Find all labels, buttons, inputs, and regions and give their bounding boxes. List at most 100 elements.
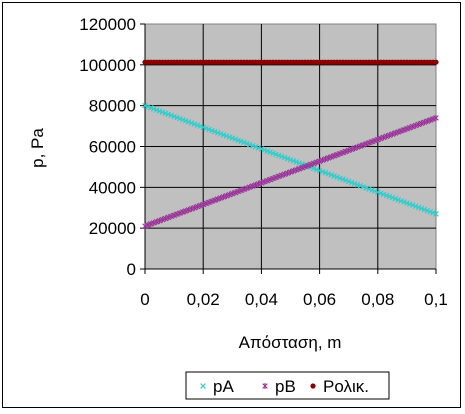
data-point	[340, 149, 346, 156]
data-point	[267, 176, 273, 183]
data-point	[322, 156, 329, 163]
data-point	[345, 147, 352, 154]
data-point	[217, 194, 224, 201]
data-point	[185, 206, 192, 213]
data-point	[418, 120, 425, 127]
legend: pA pB Ρολικ.	[185, 371, 390, 400]
data-point	[380, 134, 387, 141]
data-point	[325, 154, 332, 161]
data-point	[360, 141, 367, 148]
data-point	[430, 115, 436, 122]
y-tick-label: 40000	[89, 178, 136, 197]
data-point	[316, 158, 323, 165]
data-point	[229, 190, 236, 197]
data-point	[308, 161, 314, 168]
data-point	[255, 180, 262, 187]
data-point	[264, 177, 271, 184]
data-point	[258, 179, 265, 186]
data-point	[415, 121, 422, 128]
data-point	[145, 222, 151, 229]
y-axis-title: p, Pa	[28, 128, 47, 168]
y-tick-label: 20000	[89, 219, 136, 238]
data-point	[206, 199, 212, 206]
data-point	[305, 162, 311, 169]
x-axis-title: Απόσταση, m	[239, 333, 342, 352]
data-point	[142, 223, 148, 230]
data-point	[369, 138, 375, 145]
data-point	[337, 150, 343, 157]
data-point	[421, 119, 428, 126]
data-point	[238, 187, 244, 194]
data-point	[372, 137, 378, 144]
data-point	[357, 143, 364, 150]
data-point	[209, 198, 215, 205]
data-point	[412, 122, 419, 129]
data-point	[343, 148, 349, 155]
data-point	[212, 197, 218, 204]
data-point	[366, 139, 372, 146]
x-tick-label: 0,04	[245, 290, 278, 309]
data-point	[310, 160, 317, 167]
series-star	[142, 114, 439, 230]
data-point	[290, 167, 297, 174]
data-point	[177, 210, 183, 217]
data-point	[159, 216, 166, 223]
data-point	[302, 163, 308, 170]
data-point	[214, 196, 221, 203]
data-point	[398, 127, 404, 134]
data-point	[191, 204, 198, 211]
data-point	[284, 170, 291, 177]
data-point	[232, 189, 238, 196]
data-point	[281, 171, 288, 178]
data-point	[261, 178, 268, 185]
data-point	[299, 164, 305, 171]
y-tick-label: 80000	[89, 97, 136, 116]
data-point	[252, 182, 259, 189]
y-axis: 0 20000 40000 60000 80000 100000 120000	[79, 15, 146, 279]
data-point	[296, 165, 303, 172]
data-point	[150, 219, 157, 226]
data-point	[276, 173, 282, 180]
legend-label: pA	[213, 377, 234, 396]
data-point	[223, 192, 230, 199]
x-tick-label: 0,02	[187, 290, 220, 309]
data-point	[270, 175, 276, 182]
series-layer	[142, 59, 439, 230]
data-point	[153, 218, 160, 225]
data-point	[375, 136, 381, 143]
data-point	[203, 200, 209, 207]
legend-box	[185, 371, 390, 400]
legend-marker	[310, 383, 316, 389]
data-point	[433, 59, 439, 65]
data-point	[226, 191, 233, 198]
data-point	[363, 140, 369, 147]
data-point	[168, 213, 174, 220]
legend-marker	[200, 383, 206, 389]
x-tick-label: 0,1	[424, 290, 448, 309]
data-point	[220, 193, 227, 200]
data-point	[162, 215, 169, 222]
data-point	[433, 114, 439, 121]
data-point	[386, 132, 393, 139]
x-tick-label: 0	[140, 290, 149, 309]
data-point	[200, 201, 206, 208]
legend-label: Ρολικ.	[323, 377, 369, 396]
data-point	[401, 126, 407, 133]
data-point	[331, 152, 337, 159]
data-point	[235, 188, 241, 195]
data-point	[182, 207, 189, 214]
data-point	[389, 131, 396, 138]
data-point	[244, 185, 250, 192]
data-point	[351, 145, 358, 152]
data-point	[188, 205, 195, 212]
data-point	[404, 125, 410, 132]
series-x	[142, 102, 439, 217]
data-point	[278, 172, 285, 179]
data-point	[354, 144, 361, 151]
data-point	[319, 157, 326, 164]
data-point	[180, 209, 186, 216]
data-point	[424, 118, 431, 125]
data-point	[148, 220, 154, 227]
y-tick-label: 100000	[79, 56, 136, 75]
